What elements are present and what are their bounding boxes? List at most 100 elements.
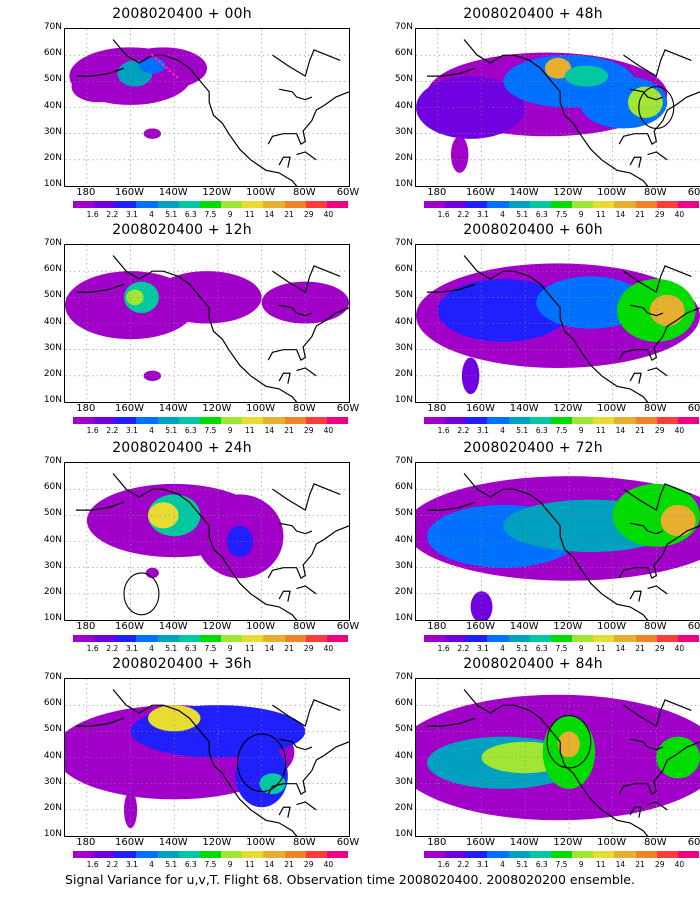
lat-tick-label: 60N [43,48,62,59]
colorbar-label: 9 [578,860,584,869]
variance-contour [660,504,696,537]
coastline [629,738,664,751]
colorbar-swatch [73,201,95,208]
colorbar-label: 6.3 [184,860,197,869]
colorbar-label: 40 [674,426,685,435]
coastline [278,806,291,818]
lon-tick-label: 140W [158,621,188,632]
lat-tick-label: 70N [43,22,62,32]
variance-contour [649,294,685,327]
panel-title: 2008020400 + 60h [463,222,603,238]
lon-tick-label: 60W [687,187,700,198]
colorbar-label: 21 [284,860,294,869]
variance-contour [544,57,572,79]
colorbar-swatch [466,417,488,424]
colorbar-label: 2.2 [106,426,119,435]
coastline [426,501,476,511]
colorbar-label: 1.6 [437,210,450,219]
variance-contour [145,567,159,579]
colorbar-label: 2.2 [457,860,470,869]
lat-tick-label: 10N [394,613,413,623]
colorbar-label: 29 [303,644,314,653]
colorbar-swatch [199,417,222,424]
colorbar-swatch [221,417,243,424]
panel-title: 2008020400 + 84h [463,656,603,672]
coastline [296,151,317,161]
coastline [278,88,313,101]
coastline [267,741,349,796]
coastline [647,367,668,377]
flight-track-point [175,75,179,79]
colorbar-swatch [326,851,349,858]
colorbar-swatch [656,851,678,858]
lat-tick-label: 10N [43,829,62,839]
lon-tick-label: 140W [509,403,539,414]
lon-tick-label: 140W [509,837,539,848]
lon-tick-label: 120W [202,187,232,198]
lat-tick-label: 70N [394,22,413,32]
coastline [267,307,349,362]
colorbar-label: 14 [264,426,275,435]
colorbar-label: 5.1 [165,210,178,219]
coastline [278,738,313,751]
coastline [618,525,700,580]
colorbar-label: 29 [654,210,665,219]
coastline [463,255,649,402]
colorbar-swatch [656,417,678,424]
flight-track-point [161,63,165,66]
lat-tick-label: 10N [43,613,62,623]
variance-contour [148,502,179,529]
colorbar-swatch [263,635,285,642]
colorbar-swatch [94,851,116,858]
colorbar-label: 3.1 [476,426,489,435]
colorbar-label: 40 [323,644,334,653]
lon-tick-label: 100W [597,187,627,198]
panel-title: 2008020400 + 36h [112,656,252,672]
lat-tick-label: 50N [394,290,413,301]
variance-contour [152,271,262,324]
colorbar-label: 3.1 [125,210,138,219]
lat-tick-label: 50N [394,724,413,735]
colorbar-swatch [550,201,573,208]
colorbar-swatch [263,417,285,424]
colorbar-label: 40 [323,210,334,219]
variance-contour [148,705,201,732]
coastline [267,91,349,146]
colorbar-label: 4 [149,210,154,219]
colorbar-label: 5.1 [516,210,529,219]
variance-contour [627,86,663,118]
colorbar-label: 29 [654,860,665,869]
colorbar-swatch [199,201,222,208]
lon-tick-label: 120W [202,403,232,414]
colorbar-swatch [529,417,551,424]
colorbar-label: 11 [245,644,255,653]
colorbar-swatch [635,201,657,208]
colorbar [73,635,349,642]
lon-tick-label: 140W [158,187,188,198]
lon-tick-label: 80W [643,187,667,198]
lon-tick-label: 120W [202,621,232,632]
colorbar-swatch [466,201,488,208]
colorbar-swatch [508,851,530,858]
colorbar-label: 21 [635,426,645,435]
colorbar-swatch [572,851,594,858]
map-panel-00h: 2008020400 + 00h 70N 60N 50N 40N 30N 20N 10N 180… [32,6,372,221]
colorbar-label: 14 [615,644,626,653]
target-circle [638,86,675,129]
colorbar-swatch [593,417,615,424]
lon-tick-label: 60W [336,621,360,632]
colorbar-swatch [305,201,327,208]
colorbar-label: 3.1 [125,644,138,653]
lon-tick-label: 60W [687,403,700,414]
colorbar-label: 9 [227,860,233,869]
colorbar-swatch [508,417,530,424]
colorbar-swatch [466,851,488,858]
map-area [415,244,700,403]
colorbar-swatch [487,201,509,208]
lat-tick-label: 50N [43,724,62,735]
map-area [64,244,350,403]
colorbar-label: 1.6 [86,426,99,435]
colorbar-swatch [677,851,700,858]
colorbar-label: 9 [227,426,233,435]
flight-track-point [172,72,175,76]
